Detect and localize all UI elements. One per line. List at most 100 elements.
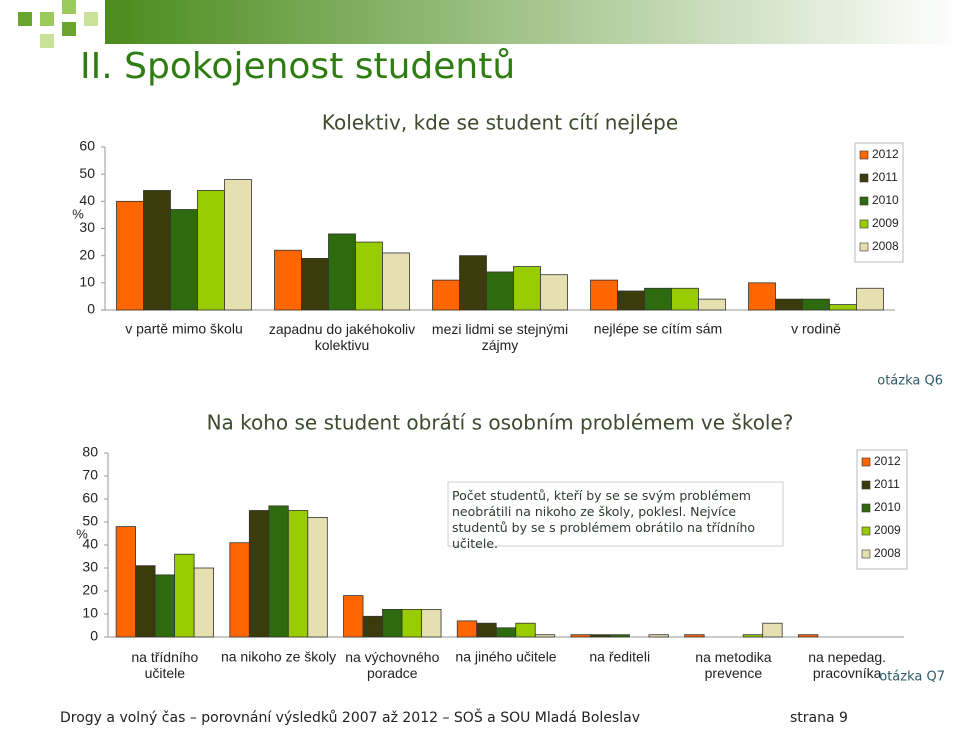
bar — [590, 634, 611, 638]
x-tick-label: na třídního učitele — [131, 649, 198, 681]
legend-swatch — [861, 457, 871, 467]
bar — [401, 609, 422, 638]
x-tick-label: na nepedag. pracovníka — [808, 649, 886, 681]
deco — [62, 22, 76, 36]
legend-label: 2011 — [874, 477, 900, 491]
bar — [268, 505, 289, 638]
bar — [617, 290, 645, 311]
bar — [540, 274, 568, 311]
legend-label: 2009 — [874, 523, 901, 537]
bar — [274, 249, 302, 311]
deco — [40, 12, 54, 26]
chart-title: Na koho se student obrátí s osobním prob… — [207, 411, 794, 435]
bar — [193, 567, 215, 638]
header-band — [105, 0, 960, 44]
x-tick-label: v partě mimo školu — [125, 321, 242, 337]
deco — [40, 34, 54, 48]
x-tick-label: na řediteli — [589, 649, 650, 665]
y-tick-label: 40 — [82, 536, 98, 552]
legend-swatch — [859, 219, 869, 229]
legend-swatch — [861, 526, 871, 536]
bar — [362, 615, 383, 638]
bar — [170, 209, 198, 311]
bar — [343, 595, 364, 638]
y-tick-label: 20 — [82, 582, 98, 598]
note-box — [447, 481, 784, 547]
bar — [775, 298, 803, 311]
bar — [197, 190, 225, 311]
y-tick-label: 60 — [79, 138, 95, 154]
bar — [135, 565, 156, 638]
bar — [648, 634, 669, 638]
legend-label: 2010 — [872, 193, 899, 207]
note: Počet studentů, kteří by se se svým prob… — [452, 488, 755, 551]
y-tick-label: 50 — [82, 513, 98, 529]
bar — [459, 255, 487, 311]
footer-right: strana 9 — [790, 710, 848, 726]
bar — [432, 279, 460, 311]
y-tick-label: 40 — [79, 192, 95, 208]
x-tick-label: na metodika prevence — [695, 649, 771, 681]
legend-swatch — [861, 480, 871, 490]
y-axis-label: % — [76, 526, 88, 541]
bar — [684, 634, 705, 638]
bar — [382, 252, 410, 311]
y-tick-label: 80 — [82, 444, 98, 460]
y-tick-label: 10 — [79, 274, 95, 290]
bar — [742, 634, 764, 638]
bar — [301, 257, 329, 311]
bar — [802, 298, 830, 311]
y-tick-label: 70 — [82, 467, 98, 483]
legend-label: 2012 — [874, 454, 901, 468]
bar — [421, 609, 442, 638]
legend-label: 2011 — [872, 170, 898, 184]
bar — [762, 622, 783, 638]
y-tick-label: 30 — [79, 219, 95, 235]
y-tick-label: 0 — [87, 301, 95, 317]
bar — [590, 279, 618, 311]
bar — [224, 179, 252, 311]
bar — [307, 517, 328, 638]
bar — [143, 190, 171, 311]
bar — [515, 622, 536, 638]
legend-swatch — [861, 549, 871, 559]
x-tick-label: na nikoho ze školy — [221, 649, 336, 665]
y-tick-label: 20 — [79, 246, 95, 262]
annotation: otázka Q6 — [877, 374, 943, 389]
y-tick-label: 10 — [82, 605, 98, 621]
bar — [513, 266, 541, 311]
deco — [84, 12, 98, 26]
legend-swatch — [859, 242, 869, 252]
legend-label: 2010 — [874, 500, 901, 514]
bar — [154, 574, 176, 638]
bar — [174, 553, 195, 638]
chart-title: Kolektiv, kde se student cítí nejlépe — [322, 111, 678, 135]
bar — [829, 304, 857, 311]
bar — [748, 282, 776, 311]
x-tick-label: nejlépe se cítím sám — [594, 321, 722, 337]
legend-label: 2012 — [872, 147, 899, 161]
bar — [609, 634, 630, 638]
bar — [355, 241, 383, 311]
bar — [534, 634, 556, 638]
y-tick-label: 60 — [82, 490, 98, 506]
bar — [698, 298, 726, 311]
x-tick-label: na výchovného poradce — [345, 649, 439, 681]
annotation: otázka Q7 — [879, 670, 945, 685]
y-axis-label: % — [72, 206, 84, 221]
bar — [456, 620, 478, 638]
bar — [248, 510, 270, 638]
legend-swatch — [861, 503, 871, 513]
slide-title: II. Spokojenost studentů — [80, 46, 515, 87]
bar — [382, 609, 403, 638]
bar — [328, 233, 356, 311]
x-tick-label: v rodině — [791, 321, 841, 337]
bar — [287, 510, 309, 638]
deco — [18, 12, 32, 26]
bar — [495, 627, 517, 638]
x-tick-label: mezi lidmi se stejnými zájmy — [432, 321, 568, 353]
bar — [797, 634, 819, 638]
deco — [62, 0, 76, 14]
